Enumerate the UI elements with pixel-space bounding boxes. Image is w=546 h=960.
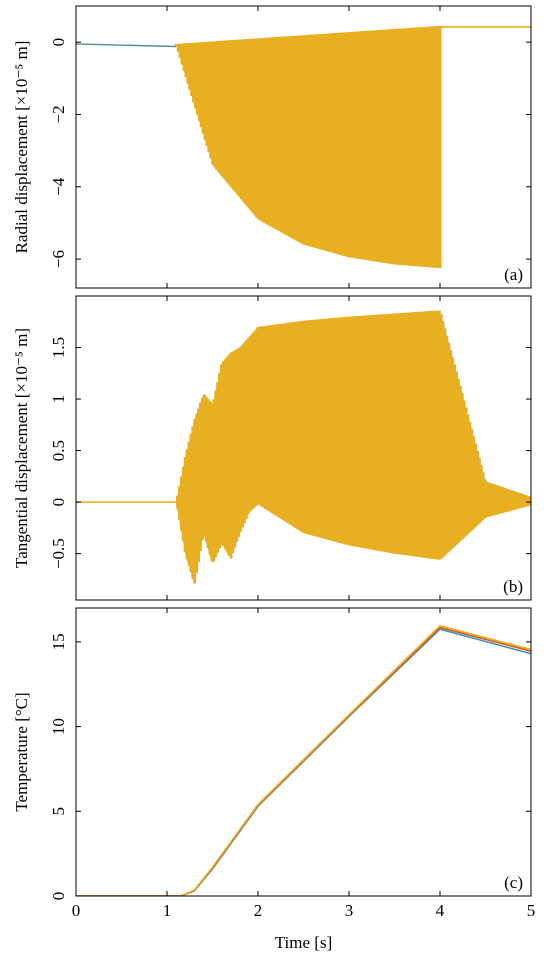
y-axis-title-b: Tangential displacement [×10⁻⁵ m] xyxy=(12,328,31,568)
y-tick-label: −0.5 xyxy=(49,538,68,569)
y-tick-label: 1.5 xyxy=(49,337,68,358)
x-tick-label: 4 xyxy=(436,901,445,920)
series-line-steady-start xyxy=(76,43,177,48)
y-tick-label: −4 xyxy=(49,177,68,196)
y-tick-label: 15 xyxy=(49,633,68,650)
axes-frame-a xyxy=(75,5,532,289)
panel-a: 0 −2 −4 −6 Radial displacement [×10⁻⁵ m] (a) xyxy=(12,5,532,289)
x-tick-label: 2 xyxy=(254,901,263,920)
series-line-0 xyxy=(76,628,531,896)
plot-area-a xyxy=(76,25,531,269)
series-band-inner-b xyxy=(176,444,531,583)
axes-frame-b xyxy=(75,295,532,601)
x-tick-label: 0 xyxy=(72,901,81,920)
y-axis-title-a: Radial displacement [×10⁻⁵ m] xyxy=(12,41,31,254)
plot-area-c xyxy=(76,624,531,896)
x-tick-label: 5 xyxy=(527,901,536,920)
y-tick-label: 0 xyxy=(49,498,68,507)
plot-area-b xyxy=(76,310,531,585)
x-axis-title: Time [s] xyxy=(275,933,332,952)
y-tick-label: 0 xyxy=(49,38,68,47)
panel-c: 0 5 10 15 0 1 2 3 4 5 Temperature [°C] Time [s] (c) xyxy=(12,607,536,952)
y-tick-label: 5 xyxy=(49,807,68,816)
y-tick-label: −2 xyxy=(49,105,68,123)
panel-b: −0.5 0 0.5 1 1.5 Tangential displacement [×10… xyxy=(12,295,532,601)
y-tick-label: −6 xyxy=(49,250,68,268)
x-tick-label: 3 xyxy=(345,901,354,920)
y-tick-label: 1 xyxy=(49,395,68,404)
panel-label-a: (a) xyxy=(504,265,523,284)
series-line-2 xyxy=(76,624,531,896)
y-tick-label: 10 xyxy=(49,718,68,735)
y-tick-label: 0.5 xyxy=(49,440,68,461)
y-tick-label: 0 xyxy=(49,892,68,901)
x-tick-label: 1 xyxy=(163,901,172,920)
panel-label-b: (b) xyxy=(503,577,523,596)
panel-label-c: (c) xyxy=(504,873,523,892)
axes-frame-c xyxy=(75,607,532,897)
y-axis-title-c: Temperature [°C] xyxy=(12,692,31,811)
